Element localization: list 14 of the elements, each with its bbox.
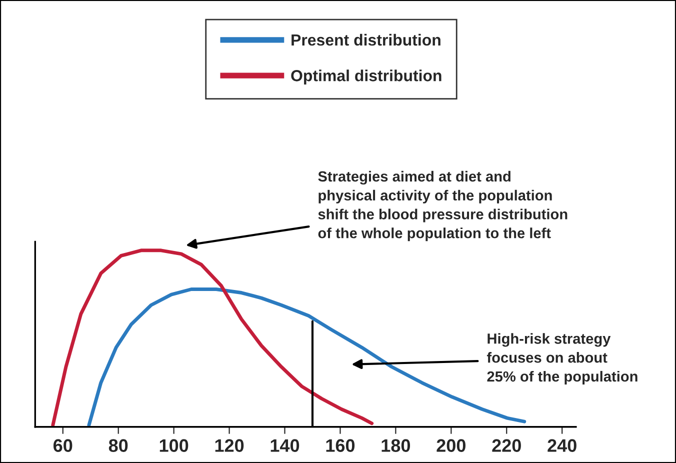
x-tick-label: 240	[548, 439, 576, 452]
x-tick-label: 100	[160, 439, 188, 452]
annotation: High-risk strategy focuses on about 25% of the population	[486, 333, 638, 385]
x-tick-label: 220	[492, 439, 521, 452]
legend-label: Present distribution	[292, 34, 440, 46]
legend-label: Optimal distribution	[291, 70, 442, 84]
x-tick-label: 120	[215, 439, 244, 452]
x-tick-label: 200	[436, 439, 466, 452]
x-tick-label: 140	[270, 439, 300, 452]
x-tick-label: 60	[54, 439, 72, 452]
x-tick-label: 80	[108, 439, 128, 452]
text: Strategies aimed at diet and physical activity of the population shift the blood pressure distribution of the whole population to the left	[318, 170, 568, 242]
x-tick-label: 160	[326, 439, 355, 452]
x-tick-label: 180	[382, 439, 410, 452]
